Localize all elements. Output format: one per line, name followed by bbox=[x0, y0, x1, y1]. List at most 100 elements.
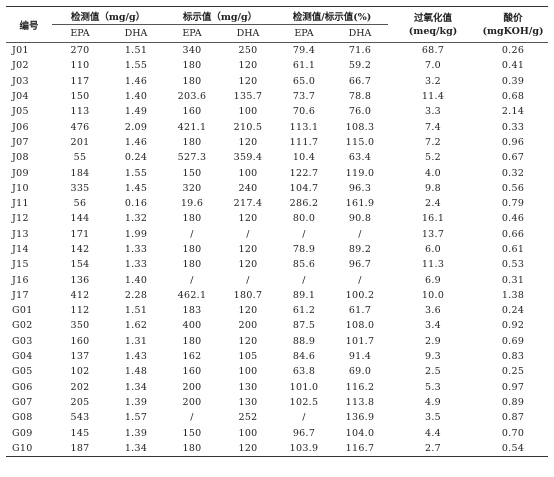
cell-labeled-epa: 180 bbox=[182, 136, 202, 148]
cell-ratio-epa: 78.9 bbox=[292, 244, 316, 255]
cell-ratio-epa: 102.5 bbox=[289, 396, 319, 408]
cell-labeled-epa: 160 bbox=[182, 366, 202, 378]
cell-sample-id: J03 bbox=[12, 75, 29, 87]
cell-labeled-dha: 120 bbox=[238, 259, 258, 271]
cell-labeled-dha: 120 bbox=[238, 305, 258, 317]
cell-labeled-dha: 120 bbox=[238, 75, 258, 87]
cell-measured-epa: 160 bbox=[70, 335, 90, 347]
cell-ratio-dha: 78.8 bbox=[348, 91, 372, 103]
header-labeled: 标示值（mg/g） bbox=[164, 6, 276, 25]
cell-peroxide-value: 3.2 bbox=[424, 75, 441, 87]
cell-sample-id: J14 bbox=[12, 244, 29, 255]
table-row: J03 117 1.46 180 120 65.0 66.7 3.2 0.39 bbox=[6, 74, 548, 89]
cell-ratio-dha: 101.7 bbox=[345, 335, 375, 347]
cell-sample-id: J17 bbox=[12, 289, 29, 301]
cell-labeled-epa: 160 bbox=[182, 106, 202, 118]
cell-peroxide-value: 3.5 bbox=[424, 412, 441, 424]
cell-labeled-dha: 200 bbox=[238, 320, 258, 332]
cell-ratio-dha: 89.2 bbox=[348, 244, 372, 255]
cell-acid-value: 2.14 bbox=[501, 106, 525, 118]
cell-peroxide-value: 6.0 bbox=[424, 244, 441, 255]
cell-sample-id: J16 bbox=[12, 274, 29, 286]
cell-peroxide-value: 3.4 bbox=[424, 320, 441, 332]
cell-peroxide-value: 2.4 bbox=[424, 198, 441, 210]
header-measured: 检测值（mg/g） bbox=[52, 6, 164, 25]
cell-acid-value: 0.66 bbox=[501, 228, 525, 240]
cell-labeled-dha: 100 bbox=[238, 366, 258, 378]
cell-sample-id: J07 bbox=[12, 136, 29, 148]
cell-ratio-epa: / bbox=[302, 228, 306, 240]
cell-measured-dha: 1.33 bbox=[124, 259, 148, 271]
cell-labeled-epa: 462.1 bbox=[177, 289, 207, 301]
cell-peroxide-value: 11.4 bbox=[421, 91, 445, 103]
cell-ratio-epa: 84.6 bbox=[292, 351, 316, 363]
cell-measured-epa: 117 bbox=[70, 75, 90, 87]
cell-ratio-dha: 61.7 bbox=[348, 305, 372, 317]
cell-labeled-epa: 180 bbox=[182, 213, 202, 225]
cell-labeled-dha: 120 bbox=[238, 60, 258, 72]
cell-ratio-epa: 61.2 bbox=[292, 305, 316, 317]
cell-measured-dha: 1.55 bbox=[124, 167, 148, 179]
cell-measured-dha: 1.40 bbox=[124, 91, 148, 103]
cell-acid-value: 0.69 bbox=[501, 335, 525, 347]
cell-ratio-epa: 101.0 bbox=[289, 381, 319, 393]
cell-sample-id: J09 bbox=[12, 167, 29, 179]
cell-acid-value: 0.46 bbox=[501, 213, 525, 225]
table-row: G03 160 1.31 180 120 88.9 101.7 2.9 0.69 bbox=[6, 334, 548, 349]
cell-peroxide-value: 3.3 bbox=[424, 106, 441, 118]
cell-labeled-epa: 320 bbox=[182, 182, 202, 194]
cell-sample-id: J06 bbox=[12, 121, 29, 133]
cell-measured-dha: 1.40 bbox=[124, 274, 148, 286]
cell-measured-epa: 202 bbox=[70, 381, 90, 393]
cell-labeled-dha: 100 bbox=[238, 167, 258, 179]
cell-ratio-dha: 100.2 bbox=[345, 289, 375, 301]
cell-sample-id: G02 bbox=[12, 320, 33, 332]
cell-labeled-dha: / bbox=[246, 274, 250, 286]
cell-labeled-epa: 162 bbox=[182, 351, 202, 363]
header-ratio: 检测值/标示值(%) bbox=[276, 6, 388, 25]
cell-peroxide-value: 10.0 bbox=[421, 289, 445, 301]
cell-acid-value: 0.87 bbox=[501, 412, 525, 424]
cell-sample-id: J04 bbox=[12, 91, 29, 103]
cell-peroxide-value: 2.7 bbox=[388, 440, 478, 458]
cell-measured-dha: 1.99 bbox=[124, 228, 148, 240]
cell-labeled-dha: 240 bbox=[238, 182, 258, 194]
cell-ratio-dha: 116.2 bbox=[345, 381, 375, 393]
cell-acid-value: 0.39 bbox=[501, 75, 525, 87]
cell-ratio-dha: 76.0 bbox=[348, 106, 372, 118]
cell-measured-epa: 102 bbox=[70, 366, 90, 378]
cell-acid-value: 0.61 bbox=[501, 244, 525, 255]
cell-labeled-dha: 120 bbox=[220, 440, 276, 458]
cell-ratio-epa: 104.7 bbox=[289, 182, 319, 194]
cell-measured-epa: 142 bbox=[70, 244, 90, 255]
cell-acid-value: 0.67 bbox=[501, 152, 525, 164]
cell-measured-dha: 1.46 bbox=[124, 136, 148, 148]
cell-labeled-dha: / bbox=[246, 228, 250, 240]
cell-ratio-epa: 87.5 bbox=[292, 320, 316, 332]
cell-peroxide-value: 9.8 bbox=[424, 182, 441, 194]
cell-measured-dha: 1.31 bbox=[124, 335, 148, 347]
cell-ratio-epa: 63.8 bbox=[292, 366, 316, 378]
cell-measured-dha: 2.28 bbox=[124, 289, 148, 301]
cell-measured-epa: 543 bbox=[70, 412, 90, 424]
cell-sample-id: J01 bbox=[12, 45, 29, 57]
cell-labeled-dha: 105 bbox=[238, 351, 258, 363]
cell-ratio-epa: 122.7 bbox=[289, 167, 319, 179]
cell-labeled-epa: 180 bbox=[182, 75, 202, 87]
table-row: G01 112 1.51 183 120 61.2 61.7 3.6 0.24 bbox=[6, 303, 548, 318]
cell-measured-dha: 1.51 bbox=[124, 305, 148, 317]
cell-measured-dha: 2.09 bbox=[124, 121, 148, 133]
cell-measured-epa: 110 bbox=[70, 60, 90, 72]
cell-labeled-dha: 130 bbox=[238, 396, 258, 408]
cell-ratio-epa: 103.9 bbox=[276, 440, 332, 458]
table-body: J01 270 1.51 340 250 79.4 71.6 68.7 0.26 J02 110 1.… bbox=[6, 43, 548, 458]
cell-acid-value: 0.70 bbox=[501, 427, 525, 439]
table-row: J15 154 1.33 180 120 85.6 96.7 11.3 0.53 bbox=[6, 257, 548, 272]
cell-ratio-epa: 65.0 bbox=[292, 75, 316, 87]
cell-acid-value: 0.97 bbox=[501, 381, 525, 393]
cell-acid-value: 0.54 bbox=[478, 440, 548, 458]
cell-sample-id: G03 bbox=[12, 335, 33, 347]
header-peroxide-name: 过氧化值 bbox=[413, 12, 452, 24]
cell-sample-id: J12 bbox=[12, 213, 29, 225]
cell-ratio-epa: 61.1 bbox=[292, 60, 316, 72]
